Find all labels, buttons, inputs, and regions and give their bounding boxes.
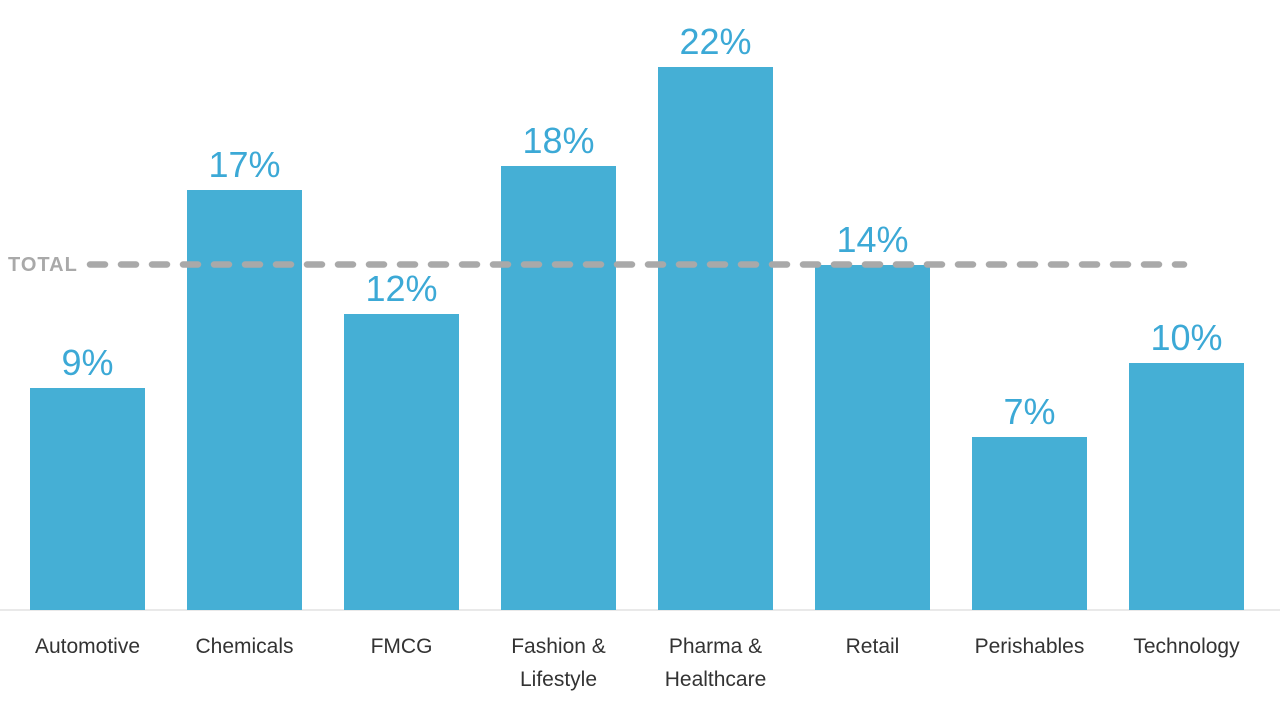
bar-chemicals	[187, 190, 302, 610]
total-dashed-line	[86, 261, 1188, 268]
bar-value-label-automotive: 9%	[61, 341, 114, 383]
bar-automotive	[30, 387, 145, 610]
bar-value-label-pharma-healthcare: 22%	[679, 21, 752, 62]
bar-fashion-lifestyle	[501, 165, 616, 610]
x-axis-line	[0, 609, 1280, 611]
bar-perishables	[972, 437, 1087, 610]
category-label-chemicals: Chemicals	[195, 635, 294, 658]
bar-value-label-fashion-lifestyle: 18%	[522, 119, 595, 161]
bar-column-retail: 14%	[815, 218, 930, 610]
bars-row: 9% 17% 12% 18% 22% 14% 7% 10%	[30, 24, 1244, 610]
category-label-fmcg: FMCG	[370, 635, 433, 658]
category-label-perishables: Perishables	[974, 635, 1085, 658]
category-label-technology: Technology	[1133, 635, 1240, 658]
bar-column-perishables: 7%	[972, 394, 1087, 610]
bar-value-label-chemicals: 17%	[208, 144, 281, 186]
category-labels-row: Automotive Chemicals FMCG Fashion & Lifesty…	[9, 630, 1265, 696]
total-reference-line: TOTAL	[8, 247, 1188, 283]
bar-value-label-retail: 14%	[836, 218, 909, 260]
bar-column-fashion-lifestyle: 18%	[501, 119, 616, 610]
category-label-automotive: Automotive	[34, 635, 141, 658]
category-label-fashion-lifestyle: Fashion & Lifestyle	[511, 635, 606, 691]
bar-column-fmcg: 12%	[344, 267, 459, 610]
bar-pharma-healthcare	[658, 67, 773, 610]
bar-value-label-fmcg: 12%	[365, 267, 438, 309]
bar-column-chemicals: 17%	[187, 147, 302, 610]
bar-column-pharma-healthcare: 22%	[658, 24, 773, 610]
bar-fmcg	[344, 313, 459, 610]
bar-retail	[815, 264, 930, 610]
bar-value-label-technology: 10%	[1150, 317, 1223, 359]
category-label-retail: Retail	[845, 635, 900, 658]
category-label-pharma-healthcare: Pharma & Healthcare	[664, 635, 767, 691]
bar-value-label-perishables: 7%	[1003, 391, 1056, 433]
bar-column-automotive: 9%	[30, 341, 145, 610]
bar-column-technology: 10%	[1129, 320, 1244, 610]
total-line-label: TOTAL	[8, 253, 78, 276]
bar-technology	[1129, 363, 1244, 610]
